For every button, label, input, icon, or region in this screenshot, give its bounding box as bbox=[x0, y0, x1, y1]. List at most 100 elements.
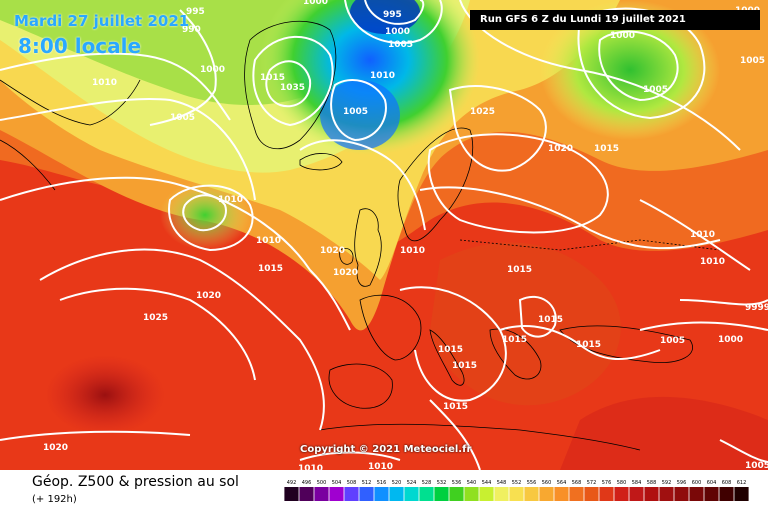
label-1010-d: 1010 bbox=[256, 236, 281, 246]
label-9999: 9999 bbox=[745, 303, 768, 313]
legend-swatch bbox=[284, 487, 299, 501]
isobar-1005-iceland bbox=[330, 79, 387, 142]
legend-swatch bbox=[494, 487, 509, 501]
legend-value: 608 bbox=[722, 480, 732, 486]
label-1015-e: 1015 bbox=[538, 315, 563, 325]
legend-value: 600 bbox=[692, 480, 702, 486]
isobar-1015-med bbox=[429, 399, 481, 470]
label-1020-d: 1020 bbox=[333, 268, 358, 278]
isobar-1015-atlantic bbox=[168, 184, 254, 252]
label-990: 990 bbox=[182, 25, 201, 35]
label-1005-b: 1005 bbox=[388, 40, 413, 50]
label-1015-i: 1015 bbox=[452, 361, 477, 371]
legend-swatch bbox=[719, 487, 734, 501]
legend-value: 536 bbox=[452, 480, 462, 486]
label-1020-c: 1020 bbox=[320, 246, 345, 256]
coast-greenland bbox=[244, 20, 337, 149]
legend-swatch bbox=[584, 487, 599, 501]
warm-core-balkans bbox=[430, 242, 621, 406]
coast-ireland bbox=[339, 247, 354, 265]
legend-value: 492 bbox=[287, 480, 297, 486]
legend-swatch bbox=[554, 487, 569, 501]
run-info: Run GFS 6 Z du Lundi 19 juillet 2021 bbox=[470, 10, 760, 30]
legend-value: 592 bbox=[662, 480, 672, 486]
legend-swatch bbox=[674, 487, 689, 501]
isobar-1035-greenland bbox=[265, 60, 312, 108]
legend-value: 576 bbox=[602, 480, 612, 486]
isobar-1005-west bbox=[0, 52, 231, 121]
legend-swatch bbox=[419, 487, 434, 501]
legend-swatch bbox=[389, 487, 404, 501]
isobar-995-north bbox=[364, 0, 425, 25]
legend-value: 528 bbox=[422, 480, 432, 486]
isobar-1015-alps bbox=[399, 286, 507, 402]
label-1015-c: 1015 bbox=[594, 144, 619, 154]
legend-value: 540 bbox=[467, 480, 477, 486]
label-1010-c: 1010 bbox=[218, 195, 243, 205]
label-1015-d: 1015 bbox=[507, 265, 532, 275]
label-1005-f: 1005 bbox=[660, 336, 685, 346]
legend-value: 560 bbox=[542, 480, 552, 486]
isobar-1025-scandinavia bbox=[448, 85, 547, 172]
coast-italy bbox=[429, 329, 465, 386]
isobar-1020-south bbox=[0, 430, 191, 441]
legend-swatch bbox=[344, 487, 359, 501]
isobar-1005-southeast bbox=[719, 439, 768, 463]
warm-core-southeast bbox=[560, 396, 768, 470]
legend-swatch bbox=[299, 487, 314, 501]
label-1015-j: 1015 bbox=[443, 402, 468, 412]
label-1010-f: 1010 bbox=[690, 230, 715, 240]
legend-value: 552 bbox=[512, 480, 522, 486]
low-pressure-core-iceland bbox=[320, 80, 400, 150]
legend-value: 520 bbox=[392, 480, 402, 486]
label-1010-i: 1010 bbox=[368, 462, 393, 470]
legend-value: 504 bbox=[332, 480, 342, 486]
legend-value: 500 bbox=[317, 480, 327, 486]
legend-swatch bbox=[314, 487, 329, 501]
forecast-offset: (+ 192h) bbox=[32, 494, 77, 505]
coast-france bbox=[359, 294, 422, 361]
legend-value: 564 bbox=[557, 480, 567, 486]
warm-core-atlantic bbox=[45, 355, 165, 435]
label-1010-b: 1010 bbox=[370, 71, 395, 81]
legend-swatch bbox=[464, 487, 479, 501]
isobar-1000-east bbox=[679, 299, 768, 306]
label-1015-a: 1015 bbox=[260, 73, 285, 83]
legend-swatch bbox=[404, 487, 419, 501]
legend-swatch bbox=[704, 487, 719, 501]
legend-value: 556 bbox=[527, 480, 537, 486]
label-1010-g: 1010 bbox=[700, 257, 725, 267]
label-1020-a: 1020 bbox=[196, 291, 221, 301]
label-1015-g: 1015 bbox=[576, 340, 601, 350]
legend-swatch bbox=[734, 487, 749, 501]
legend-value: 496 bbox=[302, 480, 312, 486]
isobar-1010-russia bbox=[639, 199, 751, 271]
label-1005-c: 1005 bbox=[343, 107, 368, 117]
legend-swatch bbox=[599, 487, 614, 501]
isobar-1020-east-europe bbox=[427, 133, 609, 234]
isobar-1000-north bbox=[344, 0, 443, 45]
low-pressure-core-north bbox=[260, 0, 480, 155]
legend-swatch bbox=[479, 487, 494, 501]
isobar-1020-atlantic bbox=[0, 176, 351, 331]
low-pressure-core-east bbox=[540, 0, 720, 140]
border-russia bbox=[459, 239, 721, 251]
coast-iceland bbox=[299, 153, 343, 171]
legend-swatch bbox=[629, 487, 644, 501]
label-1000-c: 1000 bbox=[303, 0, 328, 7]
legend-value: 604 bbox=[707, 480, 717, 486]
coast-north-africa bbox=[319, 423, 641, 451]
label-1025-b: 1025 bbox=[470, 107, 495, 117]
legend-value: 524 bbox=[407, 480, 417, 486]
coast-iberia bbox=[328, 363, 393, 409]
coast-black-sea bbox=[559, 325, 693, 363]
label-1000-d: 1000 bbox=[610, 31, 635, 41]
isobar-1015-balkan-cell bbox=[518, 295, 557, 338]
legend-swatch bbox=[509, 487, 524, 501]
isobar-1025-atlantic bbox=[39, 248, 325, 431]
low-pressure-core-atlantic bbox=[160, 180, 250, 250]
isobar-1030-greenland bbox=[252, 35, 334, 127]
label-995-b: 995 bbox=[383, 10, 402, 20]
label-1035: 1035 bbox=[280, 83, 305, 93]
label-1005-a: 1005 bbox=[170, 113, 195, 123]
